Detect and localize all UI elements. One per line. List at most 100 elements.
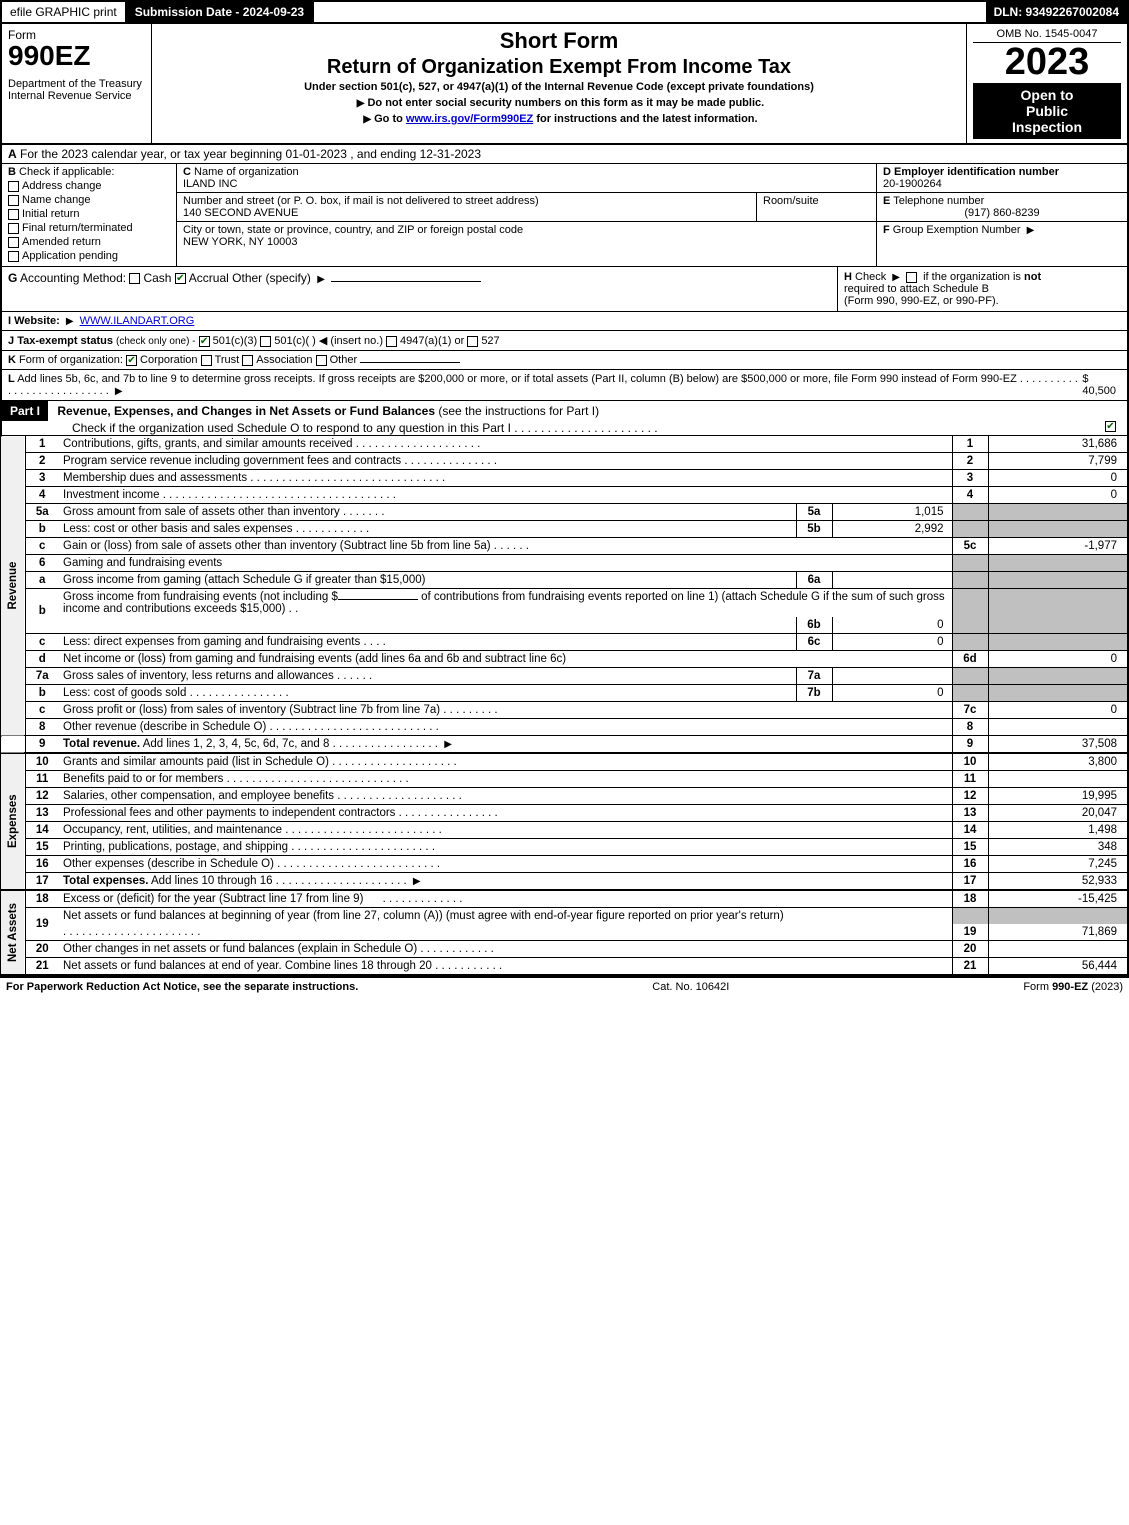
- line-18-amount: -15,425: [988, 890, 1128, 908]
- chk-other-org[interactable]: [316, 355, 327, 366]
- line-7a-amount: [832, 668, 952, 685]
- arrow-icon: [410, 875, 424, 887]
- net-assets-label: Net Assets: [1, 890, 25, 975]
- revenue-label: Revenue: [1, 436, 25, 736]
- line-21-amount: 56,444: [988, 958, 1128, 976]
- col-def: D Employer identification number 20-1900…: [877, 164, 1127, 266]
- address-row: Number and street (or P. O. box, if mail…: [177, 193, 876, 222]
- telephone-row: E Telephone number (917) 860-8239: [877, 193, 1127, 222]
- line-20-amount: [988, 941, 1128, 958]
- line-15-amount: 348: [988, 839, 1128, 856]
- tax-year-text: For the 2023 calendar year, or tax year …: [20, 147, 481, 161]
- form-ref: Form 990-EZ (2023): [1023, 981, 1123, 993]
- org-name: ILAND INC: [183, 178, 237, 190]
- arrow-icon: [63, 315, 77, 327]
- line-6a-amount: [832, 572, 952, 589]
- arrow-icon: [360, 113, 374, 125]
- label-b: B: [8, 166, 16, 178]
- irs-label: Internal Revenue Service: [8, 90, 145, 102]
- line-1-amount: 31,686: [988, 436, 1128, 453]
- line-3-amount: 0: [988, 470, 1128, 487]
- title-short-form: Short Form: [158, 28, 960, 54]
- chk-schedule-b-not-required[interactable]: [906, 272, 917, 283]
- top-bar: efile GRAPHIC print Submission Date - 20…: [0, 0, 1129, 24]
- arrow-icon: [1024, 224, 1038, 236]
- catalog-number: Cat. No. 10642I: [652, 981, 729, 993]
- efile-label[interactable]: efile GRAPHIC print: [2, 2, 127, 22]
- col-g: G Accounting Method: Cash Accrual Other …: [2, 267, 837, 311]
- arrow-icon: [354, 97, 368, 109]
- label-a: A: [8, 147, 17, 161]
- row-i-website: I Website: WWW.ILANDART.ORG: [0, 312, 1129, 331]
- telephone: (917) 860-8239: [883, 207, 1121, 219]
- line-7c-amount: 0: [988, 702, 1128, 719]
- arrow-icon: [112, 385, 126, 397]
- city-row: City or town, state or province, country…: [177, 222, 876, 250]
- dln: DLN: 93492267002084: [986, 2, 1127, 22]
- room-suite: Room/suite: [756, 193, 876, 221]
- tax-year: 2023: [973, 43, 1121, 81]
- arrow-icon: [889, 271, 903, 283]
- chk-name-change[interactable]: Name change: [8, 194, 170, 206]
- row-k-form-org: K Form of organization: Corporation Trus…: [0, 351, 1129, 370]
- schedule-o-checkbox[interactable]: [1097, 401, 1127, 435]
- arrow-icon: [314, 271, 328, 285]
- form-number: 990EZ: [8, 42, 145, 70]
- instr-goto-prefix: Go to: [374, 113, 406, 125]
- gross-receipts-amount: $ 40,500: [1082, 373, 1121, 397]
- chk-initial-return[interactable]: Initial return: [8, 208, 170, 220]
- chk-501c3[interactable]: [199, 336, 210, 347]
- chk-accrual[interactable]: [175, 273, 186, 284]
- chk-trust[interactable]: [201, 355, 212, 366]
- expenses-label: Expenses: [1, 753, 25, 890]
- line-12-amount: 19,995: [988, 788, 1128, 805]
- irs-link[interactable]: www.irs.gov/Form990EZ: [406, 113, 533, 125]
- section-bcdef: B Check if applicable: Address change Na…: [0, 164, 1129, 267]
- row-l-gross-receipts: L Add lines 5b, 6c, and 7b to line 9 to …: [0, 370, 1129, 401]
- line-4-amount: 0: [988, 487, 1128, 504]
- chk-4947a1[interactable]: [386, 336, 397, 347]
- part-i-header: Part I Revenue, Expenses, and Changes in…: [0, 401, 1129, 436]
- chk-527[interactable]: [467, 336, 478, 347]
- row-j-tax-exempt: J Tax-exempt status (check only one) - 5…: [0, 331, 1129, 351]
- other-org-input[interactable]: [360, 362, 460, 363]
- line-8-amount: [988, 719, 1128, 736]
- org-name-row: C Name of organization ILAND INC: [177, 164, 876, 193]
- fundraising-contrib-input[interactable]: [338, 599, 418, 600]
- website-link[interactable]: WWW.ILANDART.ORG: [80, 315, 195, 327]
- title-return: Return of Organization Exempt From Incom…: [158, 56, 960, 79]
- city-state-zip: NEW YORK, NY 10003: [183, 236, 298, 248]
- chk-association[interactable]: [242, 355, 253, 366]
- chk-final-return[interactable]: Final return/terminated: [8, 222, 170, 234]
- paperwork-notice: For Paperwork Reduction Act Notice, see …: [6, 981, 358, 993]
- line-6c-amount: 0: [832, 634, 952, 651]
- line-17-amount: 52,933: [988, 873, 1128, 891]
- chk-corporation[interactable]: [126, 355, 137, 366]
- chk-cash[interactable]: [129, 273, 140, 284]
- chk-address-change[interactable]: Address change: [8, 180, 170, 192]
- chk-501c[interactable]: [260, 336, 271, 347]
- chk-amended-return[interactable]: Amended return: [8, 236, 170, 248]
- page-footer: For Paperwork Reduction Act Notice, see …: [0, 976, 1129, 996]
- subtitle: Under section 501(c), 527, or 4947(a)(1)…: [158, 81, 960, 93]
- line-6b-amount: 0: [832, 617, 952, 634]
- dept-treasury: Department of the Treasury: [8, 78, 145, 90]
- check-if-applicable: Check if applicable:: [19, 166, 114, 178]
- header-center: Short Form Return of Organization Exempt…: [152, 24, 967, 143]
- group-exemption-row: F Group Exemption Number: [877, 222, 1127, 238]
- street-address: 140 SECOND AVENUE: [183, 207, 298, 219]
- open-to-public: Open to Public Inspection: [973, 83, 1121, 139]
- line-19-amount: 71,869: [988, 924, 1128, 941]
- ein-row: D Employer identification number 20-1900…: [877, 164, 1127, 193]
- col-b: B Check if applicable: Address change Na…: [2, 164, 177, 266]
- line-6d-amount: 0: [988, 651, 1128, 668]
- chk-application-pending[interactable]: Application pending: [8, 250, 170, 262]
- instr-ssn: Do not enter social security numbers on …: [367, 97, 764, 109]
- header-left: Form 990EZ Department of the Treasury In…: [2, 24, 152, 143]
- submission-date: Submission Date - 2024-09-23: [127, 2, 314, 22]
- other-specify-input[interactable]: [331, 281, 481, 282]
- line-5c-amount: -1,977: [988, 538, 1128, 555]
- line-13-amount: 20,047: [988, 805, 1128, 822]
- line-11-amount: [988, 771, 1128, 788]
- part-i-table: Revenue 1 Contributions, gifts, grants, …: [0, 436, 1129, 976]
